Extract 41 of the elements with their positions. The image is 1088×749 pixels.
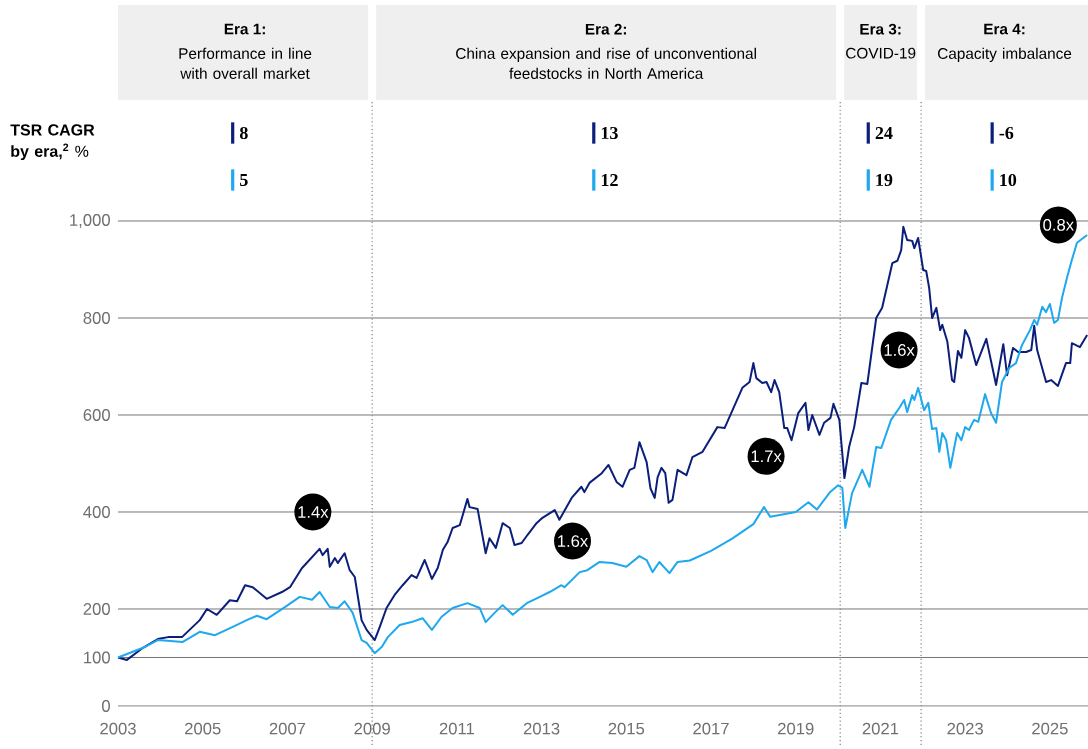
x-tick-label: 2009 (354, 722, 390, 735)
y-tick-label: 800 (83, 312, 110, 324)
text: 19 (876, 173, 893, 187)
annotation: 1.4x (298, 506, 329, 518)
x-tick-label: 2021 (862, 722, 899, 735)
annotation: 1.7x (751, 450, 782, 462)
y-tick-label: 600 (83, 409, 110, 421)
y-tick-label: 0 (102, 700, 110, 712)
x-tick-label: 2019 (778, 722, 814, 735)
text: COVID-19 (846, 47, 916, 59)
annotation: 0.8x (1043, 218, 1074, 231)
x-tick-label: 2013 (523, 722, 560, 735)
y-tick-label: 200 (83, 603, 110, 615)
x-tick-label: 2011 (439, 722, 474, 735)
text: 12 (601, 174, 618, 186)
text: Era 1: (224, 23, 265, 35)
text: 24 (875, 127, 893, 139)
y-tick-label: 400 (83, 506, 110, 518)
x-tick-label: 2017 (693, 722, 729, 735)
text: 10 (1000, 173, 1017, 187)
text: 5 (240, 174, 248, 186)
text: 8 (239, 126, 248, 140)
x-tick-label: 2025 (1032, 722, 1068, 735)
y-tick-label: 1,000 (70, 214, 110, 228)
text: Era 2: (585, 23, 626, 35)
x-tick-label: 2005 (185, 722, 221, 735)
y-tick-label: 100 (84, 651, 110, 664)
text: TSR CAGR by era,$^{2}$ % (10, 124, 95, 161)
text: Capacity imbalance (938, 47, 1072, 62)
x-tick-label: 2023 (947, 722, 983, 735)
x-tick-label: 2007 (269, 722, 306, 735)
text: 13 (601, 126, 618, 140)
text: Era 3: (860, 23, 901, 35)
x-tick-label: 2003 (100, 722, 136, 735)
text: China expansion and rise of unconventional feedstocks in North America (456, 47, 756, 79)
annotation: 1.6x (558, 535, 589, 547)
text: -6 (999, 126, 1014, 140)
text: Performance in line with overall market (179, 47, 312, 79)
x-tick-label: 2015 (608, 722, 645, 735)
text: Era 4: (984, 23, 1025, 35)
annotation: 1.6x (884, 344, 915, 356)
